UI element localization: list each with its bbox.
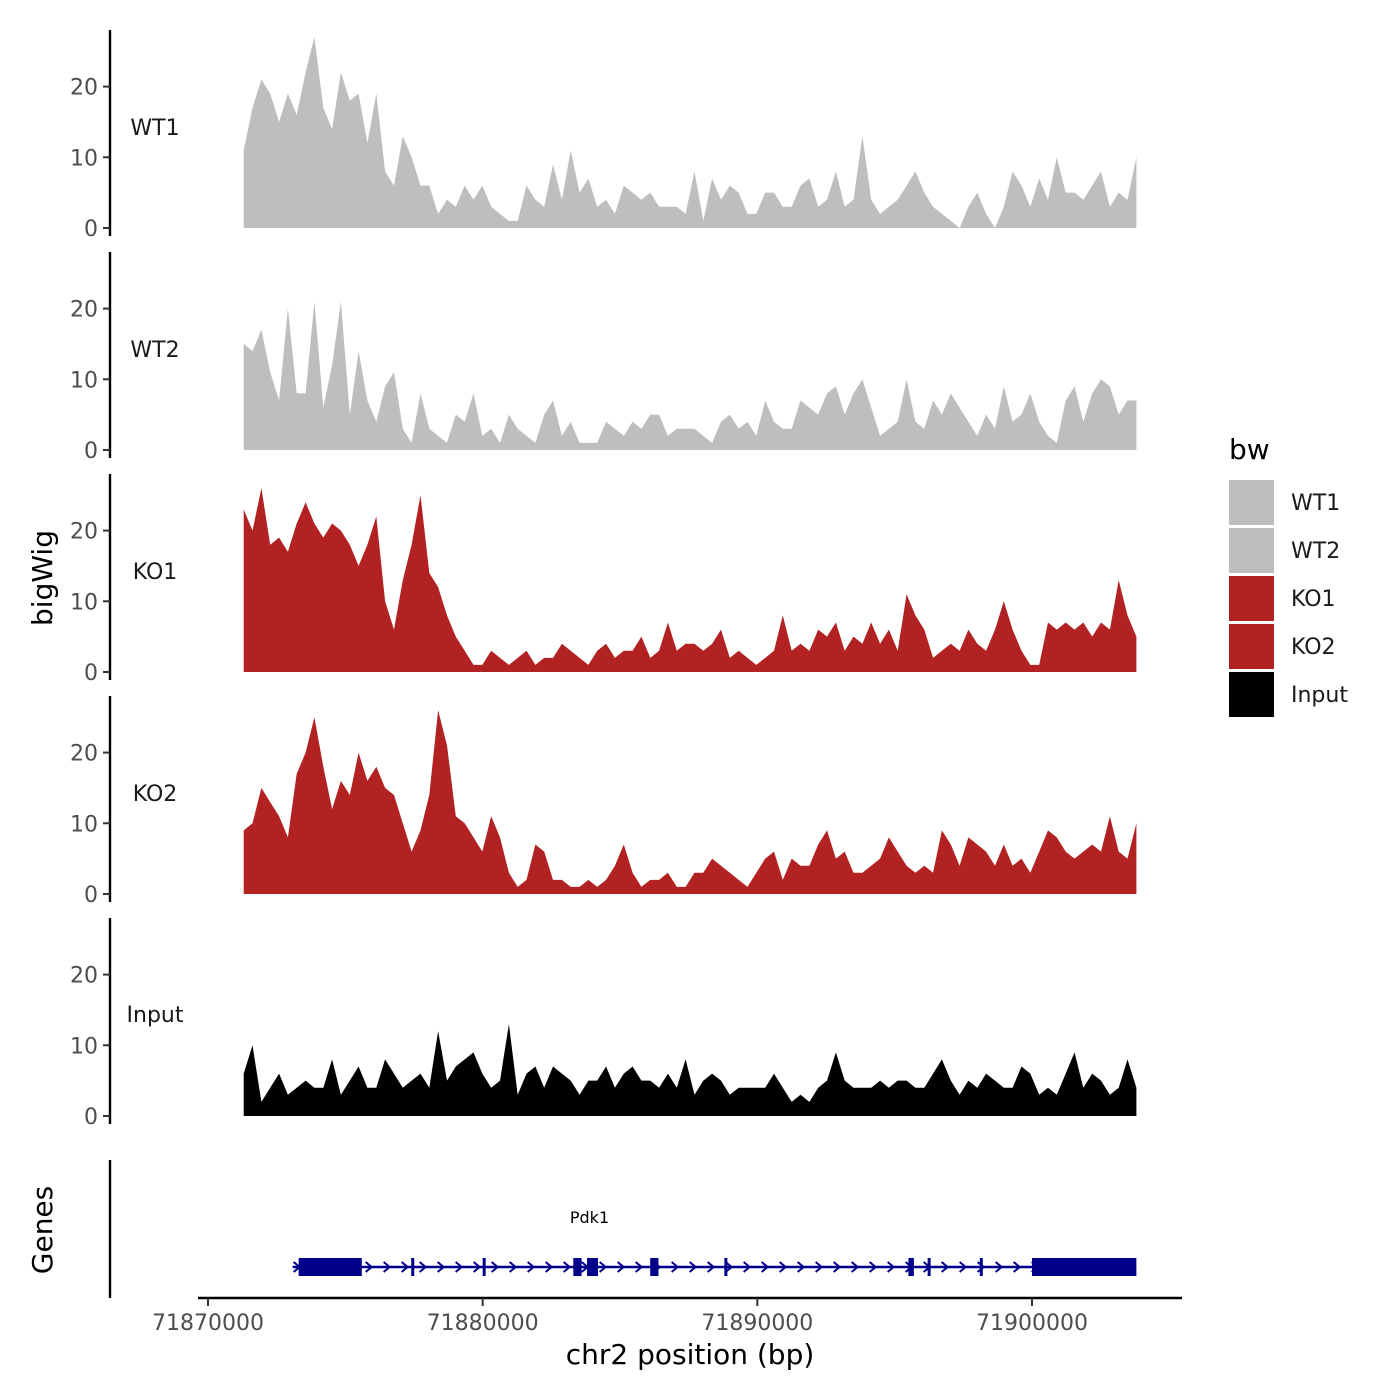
y-tick-label: 10 (70, 1034, 98, 1059)
signal-area-ko1 (243, 488, 1137, 672)
strand-arrow (400, 1261, 410, 1273)
strand-arrow (490, 1261, 500, 1273)
legend-label-wt2: WT2 (1291, 539, 1340, 564)
gene-exon (979, 1258, 983, 1276)
x-axis-title: chr2 position (bp) (566, 1338, 815, 1371)
strand-arrow (706, 1261, 716, 1273)
strand-arrow (688, 1261, 698, 1273)
strand-arrow (472, 1261, 482, 1273)
strand-arrow (832, 1261, 842, 1273)
legend-label-ko1: KO1 (1291, 587, 1336, 612)
track-ko1: 0 10 20 KO1 (70, 474, 1137, 686)
y-tick-label: 20 (70, 964, 98, 989)
track-wt2: 0 10 20 WT2 (70, 252, 1137, 464)
gene-exon (411, 1258, 415, 1276)
legend-swatch-ko1 (1229, 576, 1274, 621)
gene-exon (298, 1258, 362, 1276)
y-tick-label: 10 (70, 146, 98, 171)
strand-arrow (940, 1261, 950, 1273)
y-tick-label: 0 (84, 1105, 98, 1130)
legend-title: bw (1229, 433, 1270, 466)
strand-arrow (958, 1261, 968, 1273)
strand-arrow (778, 1261, 788, 1273)
strand-arrow (454, 1261, 464, 1273)
genes-axis-title: Genes (26, 1186, 59, 1274)
legend-swatch-input (1229, 672, 1274, 717)
y-tick-label: 0 (84, 217, 98, 242)
signal-area-wt2 (243, 301, 1137, 450)
legend-label-ko2: KO2 (1291, 635, 1336, 660)
strand-arrow (436, 1261, 446, 1273)
gene-exon (1032, 1258, 1137, 1276)
y-tick-label: 10 (70, 590, 98, 615)
signal-area-wt1 (243, 37, 1137, 228)
track-label: WT2 (130, 338, 179, 363)
gene-exon (650, 1258, 659, 1276)
strand-arrow (724, 1261, 734, 1273)
signal-area-input (243, 1024, 1137, 1116)
legend-swatch-wt1 (1229, 480, 1274, 525)
legend: bw WT1 WT2 KO1 KO2 Input (1229, 433, 1348, 717)
strand-arrow (976, 1261, 986, 1273)
x-tick-label: 71900000 (976, 1311, 1088, 1336)
track-ko2: 0 10 20 KO2 (70, 696, 1137, 908)
strand-arrow (544, 1261, 554, 1273)
y-tick-label: 10 (70, 368, 98, 393)
gene-label: Pdk1 (570, 1208, 609, 1227)
gene-exon (573, 1258, 582, 1276)
track-label: KO1 (133, 560, 178, 585)
strand-arrow (670, 1261, 680, 1273)
legend-label-wt1: WT1 (1291, 491, 1340, 516)
legend-label-input: Input (1291, 683, 1348, 708)
x-axis: 71870000 71880000 71890000 71900000 (152, 1296, 1182, 1336)
strand-arrow (742, 1261, 752, 1273)
strand-arrow (418, 1261, 428, 1273)
strand-arrow (508, 1261, 518, 1273)
x-tick-label: 71880000 (427, 1311, 539, 1336)
gene-exon (587, 1258, 599, 1276)
signal-tracks: 0 10 20 WT1 0 10 20 WT2 0 10 20 KO1 0 10 20 KO2 0 10 20 Inp… (70, 30, 1137, 1130)
strand-arrow (760, 1261, 770, 1273)
gene-exon (927, 1258, 931, 1276)
y-tick-label: 10 (70, 812, 98, 837)
strand-arrow (886, 1261, 896, 1273)
strand-arrow (616, 1261, 626, 1273)
y-tick-label: 0 (84, 883, 98, 908)
strand-arrow (382, 1261, 392, 1273)
gene-exon (482, 1258, 486, 1276)
gene-exon (724, 1258, 728, 1276)
y-tick-label: 20 (70, 298, 98, 323)
y-tick-label: 20 (70, 520, 98, 545)
x-tick-label: 71890000 (701, 1311, 813, 1336)
track-label: KO2 (133, 782, 178, 807)
strand-arrow (634, 1261, 644, 1273)
legend-entries: WT1 WT2 KO1 KO2 Input (1229, 480, 1348, 717)
strand-arrow (850, 1261, 860, 1273)
y-tick-label: 20 (70, 742, 98, 767)
strand-arrow (1012, 1261, 1022, 1273)
x-tick-label: 71870000 (152, 1311, 264, 1336)
strand-arrow (796, 1261, 806, 1273)
legend-swatch-wt2 (1229, 528, 1274, 573)
strand-arrow (562, 1261, 572, 1273)
y-tick-label: 0 (84, 661, 98, 686)
track-wt1: 0 10 20 WT1 (70, 30, 1137, 242)
y-tick-label: 0 (84, 439, 98, 464)
strand-arrow (364, 1261, 374, 1273)
strand-arrow (994, 1261, 1004, 1273)
gene-exon (908, 1258, 914, 1276)
genes-panel: Pdk1 (108, 1160, 1137, 1298)
strand-arrow (814, 1261, 824, 1273)
y-axis-title: bigWig (26, 530, 59, 626)
y-tick-label: 20 (70, 76, 98, 101)
track-label: WT1 (130, 116, 179, 141)
legend-swatch-ko2 (1229, 624, 1274, 669)
strand-arrow (598, 1261, 608, 1273)
strand-arrow (526, 1261, 536, 1273)
track-input: 0 10 20 Input (70, 918, 1137, 1130)
strand-arrow (868, 1261, 878, 1273)
signal-area-ko2 (243, 710, 1137, 894)
track-label: Input (127, 1003, 184, 1028)
